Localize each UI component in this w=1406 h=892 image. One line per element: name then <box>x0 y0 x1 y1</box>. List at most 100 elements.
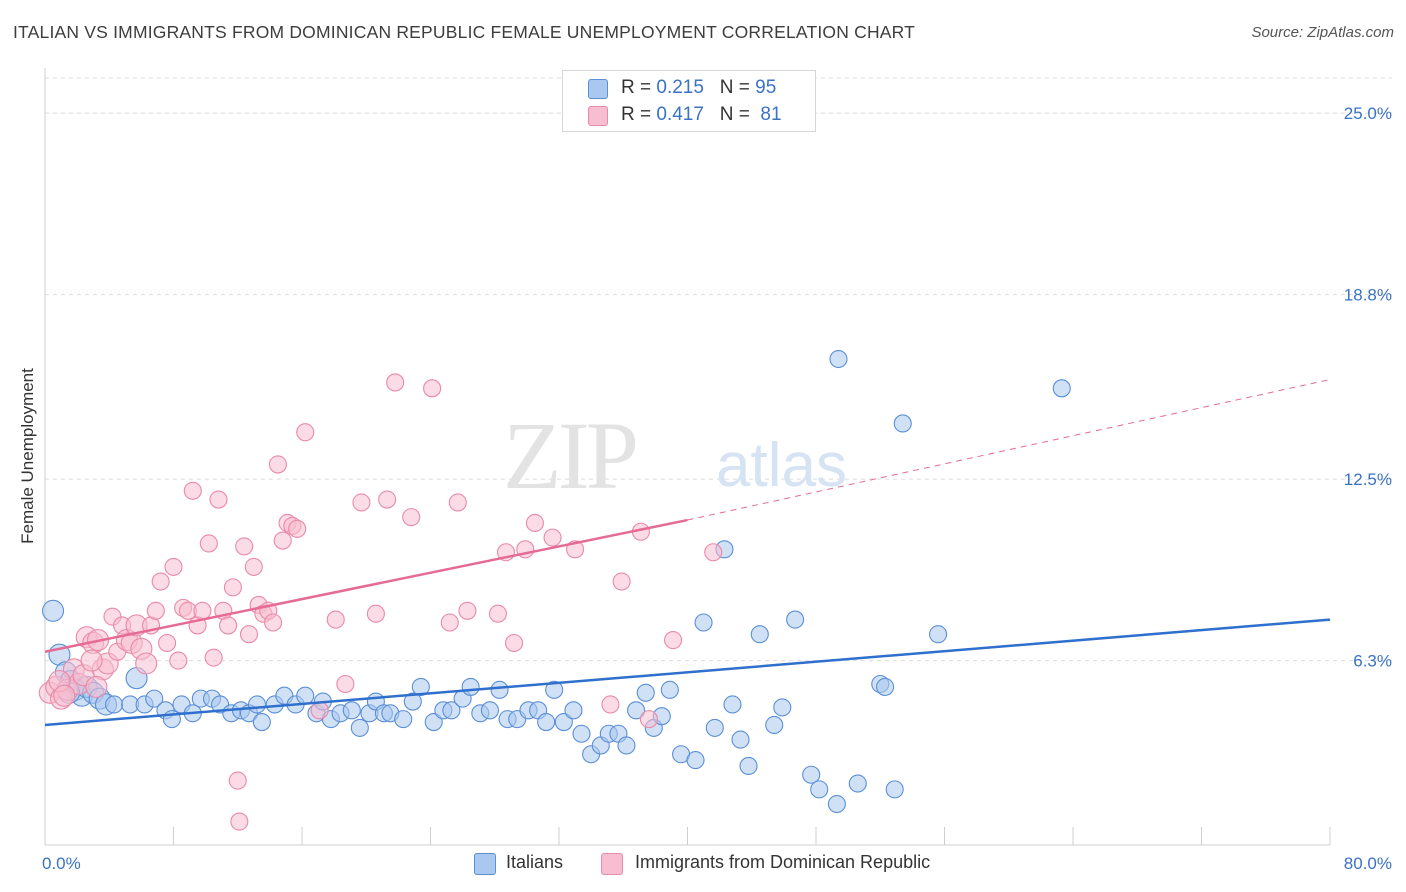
data-point-dominican <box>151 572 170 591</box>
data-point-dominican <box>199 534 218 553</box>
legend-n-value: 81 <box>760 104 782 125</box>
data-point-italians <box>810 780 829 799</box>
watermark-zip: ZIP <box>503 402 636 509</box>
data-point-dominican <box>268 455 287 474</box>
data-point-dominican <box>230 812 249 831</box>
data-point-dominican <box>525 513 544 533</box>
legend-row-italians: R = 0.215 N = 95 <box>563 75 815 101</box>
data-point-italians <box>627 701 646 720</box>
data-point-dominican <box>440 613 459 632</box>
y-tick-label: 6.3% <box>1353 652 1392 671</box>
data-point-dominican <box>223 578 242 597</box>
data-point-italians <box>694 613 713 632</box>
data-point-italians <box>490 680 509 699</box>
series-dominican <box>38 373 723 831</box>
data-point-dominican <box>85 675 108 698</box>
data-point-dominican <box>386 373 405 392</box>
data-point-dominican <box>169 651 188 670</box>
data-point-italians <box>41 599 65 622</box>
data-point-dominican <box>543 528 562 547</box>
legend-swatch-pink <box>588 106 608 126</box>
data-point-dominican <box>402 508 421 527</box>
data-point-italians <box>786 610 805 629</box>
data-point-dominican <box>239 625 259 644</box>
tick-labels: 6.3% 12.5% 18.8% 25.0% 0.0% 80.0% <box>42 104 1392 873</box>
gridlines <box>45 77 1392 662</box>
data-point-italians <box>424 712 443 732</box>
data-point-dominican <box>164 557 183 576</box>
data-point-italians <box>564 701 583 720</box>
data-point-dominican <box>326 610 345 629</box>
data-point-dominican <box>228 771 247 790</box>
data-point-dominican <box>296 423 315 442</box>
data-point-italians <box>537 712 556 732</box>
data-point-italians <box>686 751 705 770</box>
data-point-dominican <box>378 490 397 509</box>
legend-r-label: R = <box>621 77 657 98</box>
watermark-atlas: atlas <box>716 431 847 500</box>
data-point-italians <box>731 730 750 749</box>
legend-label-italians: Italians <box>506 852 564 872</box>
data-point-italians <box>827 794 846 814</box>
data-point-italians <box>105 695 124 714</box>
data-point-italians <box>802 765 821 784</box>
data-point-italians <box>848 774 867 793</box>
legend-swatch-pink <box>601 853 623 875</box>
data-point-dominican <box>366 604 385 623</box>
y-tick-label: 18.8% <box>1344 286 1392 305</box>
data-point-italians <box>247 695 267 714</box>
data-point-dominican <box>244 557 263 576</box>
legend-swatch-blue <box>588 79 608 99</box>
data-point-dominican <box>504 633 524 653</box>
data-point-italians <box>554 712 573 732</box>
data-point-italians <box>636 683 655 702</box>
data-point-italians <box>252 712 271 732</box>
data-point-dominican <box>135 652 158 675</box>
data-point-dominican <box>423 379 442 398</box>
data-point-italians <box>617 736 636 755</box>
data-point-italians <box>480 701 499 720</box>
data-point-italians <box>739 756 758 776</box>
legend-n-label: N = <box>719 77 756 98</box>
data-point-italians <box>660 680 679 699</box>
series-legend: Italians Immigrants from Dominican Repub… <box>0 851 1406 877</box>
data-point-italians <box>1052 379 1071 398</box>
correlation-legend: R = 0.215 N = 95 R = 0.417 N = 81 <box>562 70 816 132</box>
data-point-italians <box>829 349 848 369</box>
y-tick-label: 12.5% <box>1344 470 1392 489</box>
data-point-italians <box>411 677 430 696</box>
data-point-italians <box>145 689 164 708</box>
legend-n-label: N = <box>719 104 756 125</box>
data-point-dominican <box>448 493 467 512</box>
data-point-dominican <box>158 633 177 653</box>
data-point-italians <box>545 680 564 699</box>
data-point-italians <box>705 718 724 737</box>
data-point-dominican <box>273 531 292 550</box>
data-point-italians <box>342 701 361 720</box>
data-point-dominican <box>193 601 212 620</box>
data-point-italians <box>296 686 315 705</box>
data-point-dominican <box>219 616 238 635</box>
x-tick-label: 0.0% <box>42 854 81 873</box>
data-point-italians <box>765 715 784 735</box>
data-point-italians <box>929 625 948 644</box>
trend-line-dominican <box>44 518 688 654</box>
legend-label-dominican: Immigrants from Dominican Republic <box>635 852 931 872</box>
data-point-dominican <box>704 543 723 562</box>
data-point-italians <box>773 698 792 717</box>
data-point-italians <box>572 724 591 743</box>
data-point-dominican <box>264 613 283 632</box>
data-point-dominican <box>352 493 371 512</box>
y-tick-label: 25.0% <box>1344 104 1392 123</box>
data-point-dominican <box>601 695 620 714</box>
data-point-dominican <box>336 674 355 694</box>
legend-r-value: 0.417 <box>656 104 704 125</box>
data-point-italians <box>723 695 742 714</box>
data-point-italians <box>876 677 895 696</box>
legend-r-label: R = <box>621 104 657 125</box>
trend-lines <box>44 379 1331 727</box>
data-point-italians <box>394 710 413 729</box>
source-label: Source: ZipAtlas.com <box>1251 24 1394 41</box>
data-point-dominican <box>204 648 223 667</box>
